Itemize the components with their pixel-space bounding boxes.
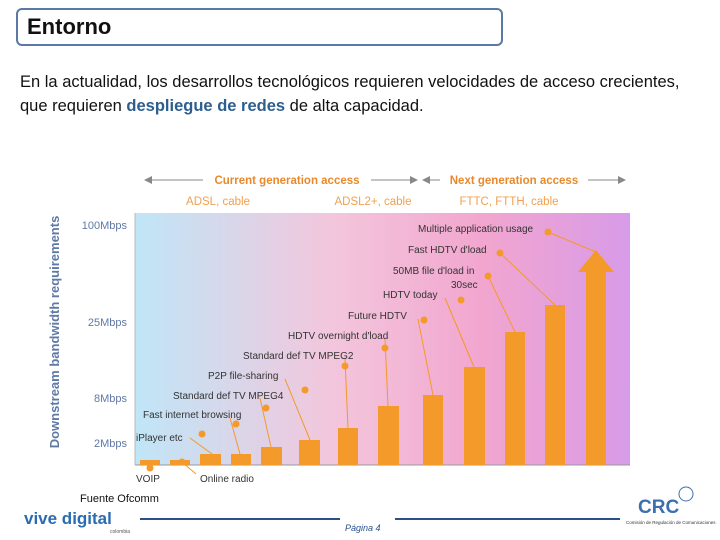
body-text-part: En la actualidad, los desarrollos tecnol… [20, 73, 680, 115]
bar [505, 332, 525, 465]
bar-arrow [578, 250, 614, 272]
source: Fuente Ofcomm [80, 493, 159, 505]
arrow-head [618, 176, 626, 184]
bar [464, 367, 485, 465]
y-label: 2Mbps [94, 438, 128, 450]
leader [259, 397, 272, 448]
leader-dot [301, 386, 309, 394]
leader [284, 378, 311, 441]
technology-label: ADSL2+, cable [334, 196, 411, 208]
bar [338, 428, 358, 465]
bar [261, 447, 282, 465]
leader-dot [484, 272, 492, 280]
generation-label: Current generation access [214, 175, 359, 187]
application-label: HDTV today [383, 290, 437, 301]
application-labels: VOIP Online radio iPlayer etc Fast inter… [136, 224, 597, 485]
leader-dot [457, 296, 465, 304]
arrow-head [410, 176, 418, 184]
y-axis-title: Downstream bandwidth requirements [47, 216, 62, 449]
application-label: Fast HDTV d'load [408, 245, 487, 256]
application-label: Future HDTV [348, 311, 407, 322]
logo-text: vive digital [24, 509, 112, 528]
body-text: En la actualidad, los desarrollos tecnol… [20, 70, 680, 118]
technology-label: FTTC, FTTH, cable [459, 196, 558, 208]
slide-title: Entorno [27, 14, 112, 39]
leader [344, 358, 349, 429]
application-label: 30sec [451, 280, 478, 291]
bar [545, 305, 565, 465]
y-label: 100Mbps [82, 220, 128, 232]
page-number: Página 4 [345, 523, 381, 533]
leader [444, 297, 475, 368]
leader [189, 437, 213, 455]
technology-label: ADSL, cable [186, 196, 250, 208]
application-label: Fast internet browsing [143, 410, 241, 421]
leader-dot [381, 344, 389, 352]
leader-dot [178, 458, 186, 466]
bar [299, 440, 320, 465]
application-label: Standard def TV MPEG4 [173, 391, 284, 402]
application-label: HDTV overnight d'load [288, 331, 388, 342]
generation-label: Next generation access [450, 175, 578, 187]
bar [200, 454, 221, 465]
label-bg [203, 172, 371, 188]
arrow-head [144, 176, 152, 184]
leader [499, 252, 556, 306]
leader-dot [232, 420, 240, 428]
crc-icon [678, 486, 694, 502]
leader-dot [262, 404, 270, 412]
application-label: iPlayer etc [136, 433, 183, 444]
leader-dot [544, 228, 552, 236]
leader [547, 231, 597, 253]
leader-dot [146, 464, 154, 472]
leader-dot [496, 249, 504, 257]
y-label: 25Mbps [88, 317, 128, 329]
application-label: 50MB file d'load in [393, 266, 474, 277]
title-box: Entorno [16, 8, 503, 46]
bar [231, 454, 251, 465]
y-label: 8Mbps [94, 393, 128, 405]
leader [229, 417, 241, 455]
leader [487, 275, 516, 333]
leader-dot [198, 430, 206, 438]
leader-dot [420, 316, 428, 324]
body-text-part: de alta capacidad. [285, 97, 424, 115]
bar [378, 406, 399, 465]
crc-logo: CRC [638, 497, 679, 518]
application-label: Online radio [200, 474, 254, 485]
leader-dot [341, 362, 349, 370]
body-highlight: despliegue de redes [126, 97, 286, 115]
bars [140, 250, 614, 465]
crc-sub: Comisión de Regulación de Comunicaciones [626, 520, 716, 525]
label-bg [440, 172, 588, 188]
application-label: Multiple application usage [418, 224, 534, 235]
application-label: P2P file-sharing [208, 371, 278, 382]
leader [417, 318, 434, 396]
application-label: VOIP [136, 474, 160, 485]
application-label: Standard def TV MPEG2 [243, 351, 354, 362]
arrow-head [422, 176, 430, 184]
bar [423, 395, 443, 465]
bar [586, 272, 606, 465]
logo-sub: colombia [110, 529, 130, 535]
